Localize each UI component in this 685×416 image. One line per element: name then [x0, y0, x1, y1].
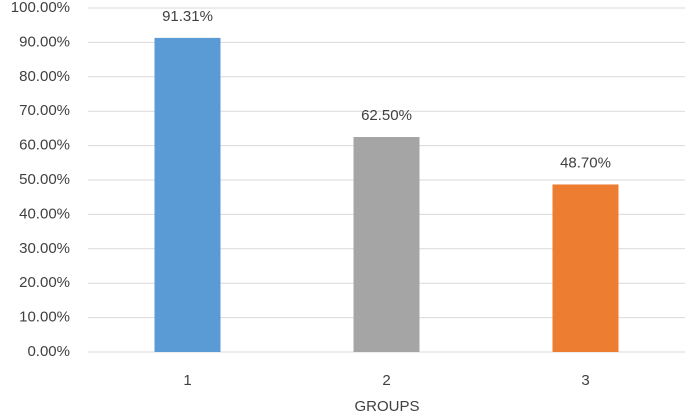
y-tick-label: 60.00%	[19, 137, 70, 154]
value-label: 48.70%	[560, 154, 611, 171]
x-axis-label: GROUPS	[354, 398, 419, 415]
y-tick-label: 90.00%	[19, 33, 70, 50]
x-tick-label: 3	[581, 372, 589, 389]
x-tick-label: 1	[183, 372, 191, 389]
bar	[353, 137, 420, 352]
y-tick-label: 10.00%	[19, 309, 70, 326]
y-tick-label: 20.00%	[19, 274, 70, 291]
value-label: 91.31%	[162, 8, 213, 25]
bar	[552, 184, 619, 352]
y-tick-label: 30.00%	[19, 240, 70, 257]
y-tick-label: 50.00%	[19, 171, 70, 188]
x-tick-label: 2	[382, 372, 390, 389]
bar	[154, 37, 221, 352]
y-tick-label: 70.00%	[19, 102, 70, 119]
y-tick-label: 100.00%	[11, 0, 70, 16]
y-tick-label: 40.00%	[19, 205, 70, 222]
y-tick-label: 0.00%	[27, 343, 70, 360]
y-tick-label: 80.00%	[19, 68, 70, 85]
value-label: 62.50%	[361, 107, 412, 124]
